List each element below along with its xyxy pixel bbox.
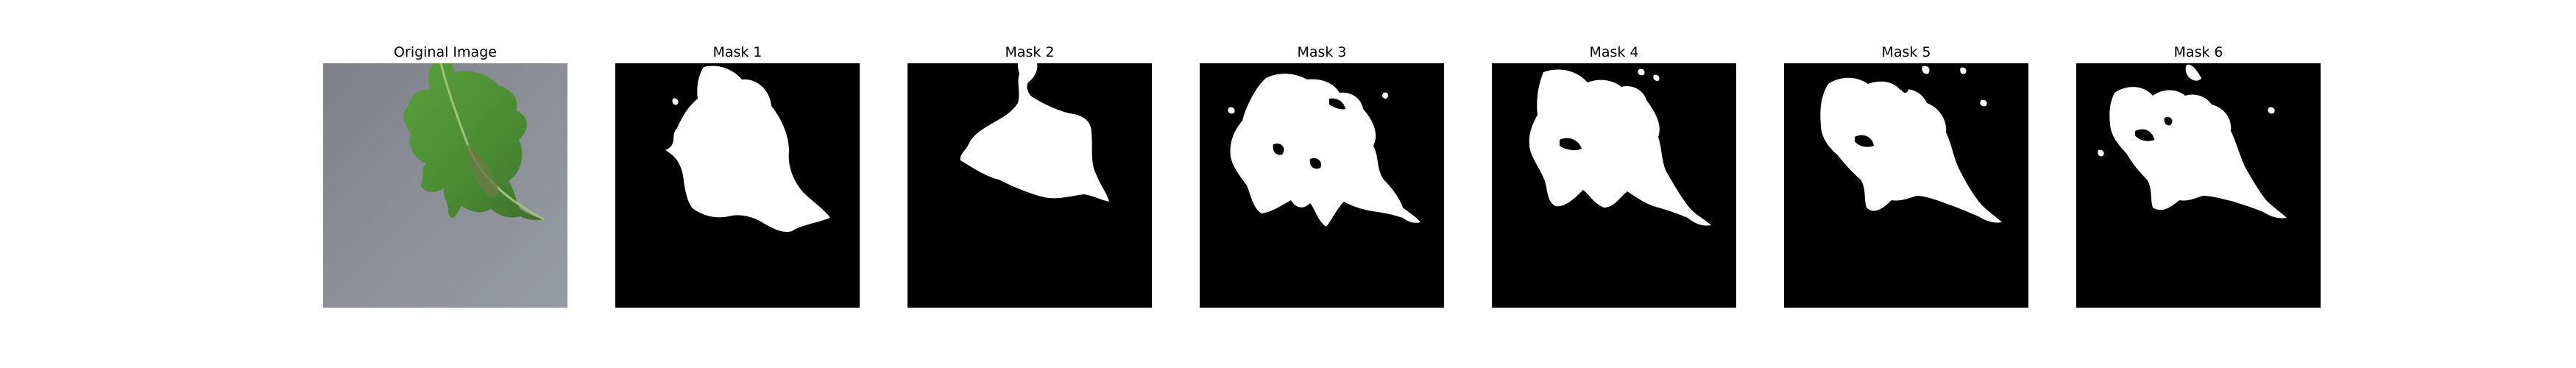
mask-region [665,66,830,233]
panel-title-original: Original Image [394,44,497,60]
mask-region [1529,68,1711,226]
panel-title-mask-3: Mask 3 [1297,44,1347,60]
mask-holes [1560,138,1582,151]
original-image [323,63,567,308]
mask-region [1820,66,2002,223]
mask-2-image [907,63,1152,308]
mask-region [960,63,1109,202]
mask-3-image [1200,63,1444,308]
panel-title-mask-5: Mask 5 [1881,44,1931,60]
mask-holes [1273,98,1345,169]
panel-title-mask-6: Mask 6 [2173,44,2223,60]
mask-region [2098,64,2287,219]
leaf-lesion [467,144,498,198]
panel-title-mask-1: Mask 1 [712,44,762,60]
mask-5-image [1784,63,2028,308]
mask-holes [1855,85,1908,147]
mask-6-image [2076,63,2321,308]
panel-title-mask-4: Mask 4 [1589,44,1639,60]
mask-1-image [615,63,860,308]
mask-region [1228,74,1420,227]
mask-holes [2135,116,2173,141]
panel-title-mask-2: Mask 2 [1005,44,1055,60]
mask-4-image [1492,63,1736,308]
leaf-shape [403,63,544,220]
